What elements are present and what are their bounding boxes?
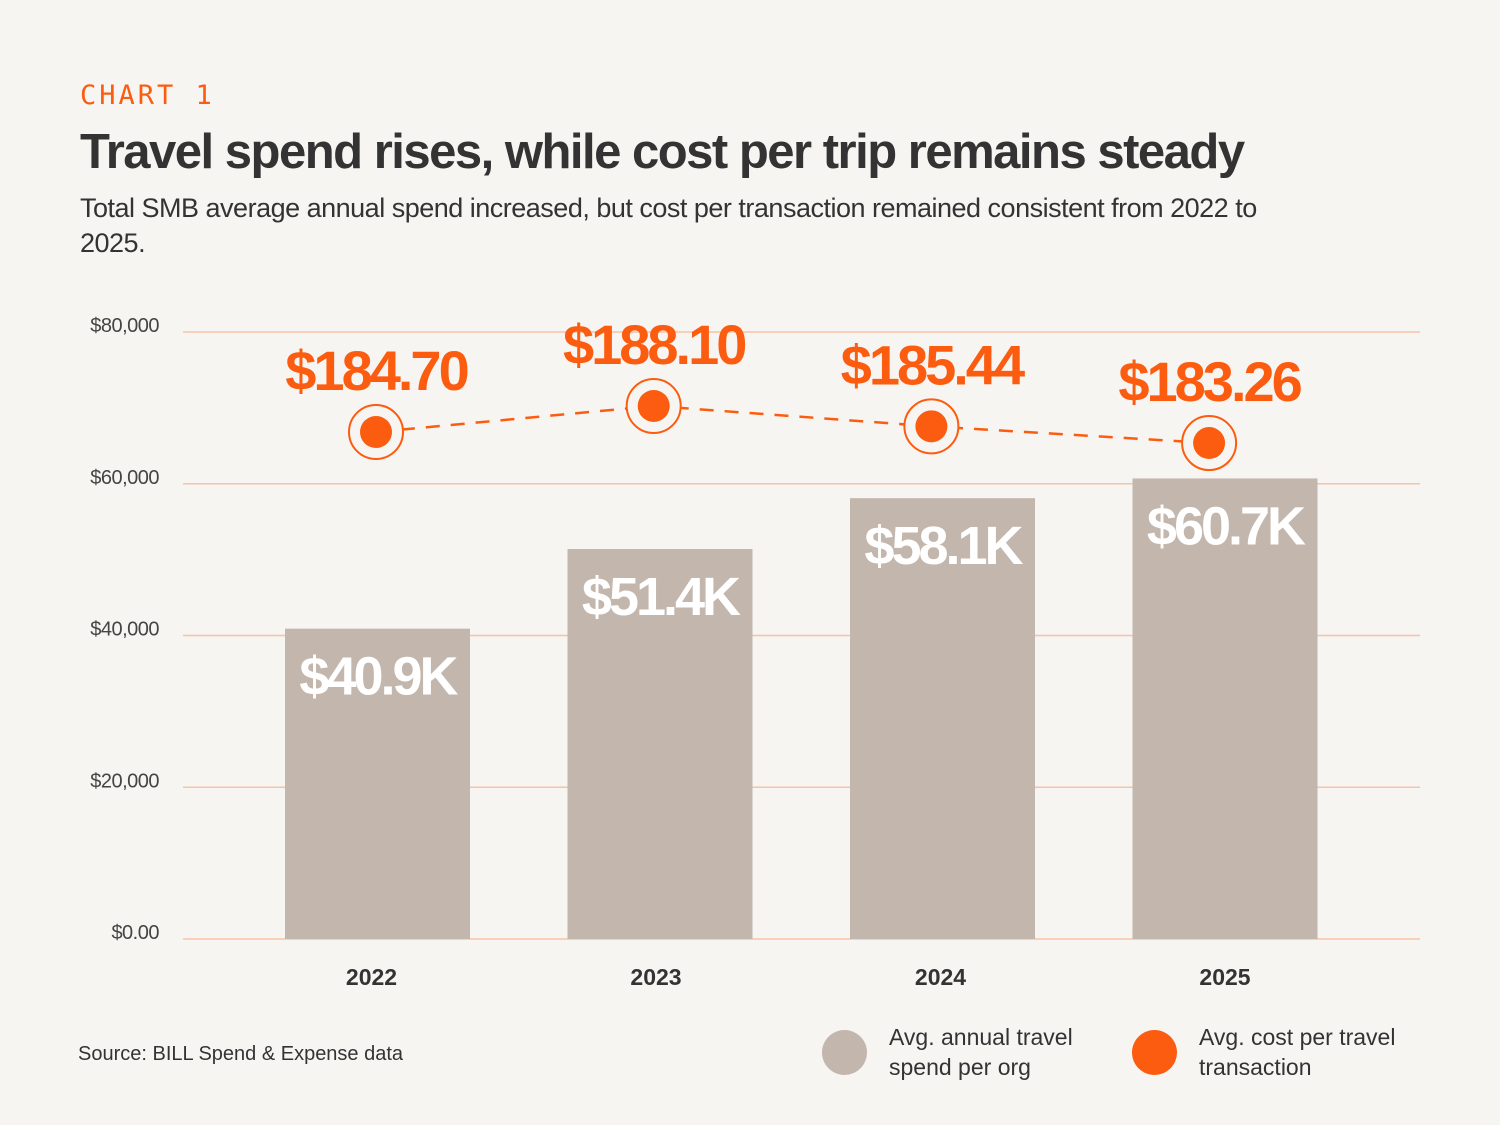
y-tick-label: $80,000 — [90, 315, 159, 337]
y-tick-label: $60,000 — [90, 467, 159, 489]
x-tick-label: 2025 — [1199, 964, 1250, 990]
cost-point — [1193, 427, 1226, 460]
y-tick-label: $40,000 — [90, 619, 159, 641]
cost-point — [360, 416, 392, 448]
bar — [285, 628, 470, 939]
cost-line — [375, 404, 1210, 445]
cost-value-label: $188.10 — [563, 313, 745, 376]
x-tick-label: 2023 — [630, 964, 681, 990]
x-tick-label: 2024 — [915, 964, 966, 990]
chart-subtitle: Total SMB average annual spend increased… — [80, 193, 1257, 258]
cost-point — [637, 389, 670, 422]
legend-swatch-cost — [1132, 1029, 1177, 1075]
legend-item-cost: Avg. cost per travel transaction — [1132, 1022, 1409, 1082]
y-tick-label: $20,000 — [90, 770, 159, 792]
chart-title: Travel spend rises, while cost per trip … — [80, 125, 1245, 179]
cost-value-label: $185.44 — [841, 333, 1025, 396]
y-tick-label: $0.00 — [111, 922, 159, 944]
bar-value-label: $51.4K — [582, 567, 741, 627]
bar — [567, 549, 753, 939]
bar — [850, 498, 1035, 939]
source-note: Source: BILL Spend & Expense data — [78, 1043, 404, 1065]
legend-swatch-spend — [822, 1029, 867, 1075]
bar — [1132, 478, 1318, 939]
chart-kicker: CHART 1 — [80, 80, 215, 111]
legend-item-spend: Avg. annual travel spend per org — [822, 1022, 1099, 1082]
bar-value-label: $40.9K — [299, 647, 458, 707]
legend-label: Avg. annual travel spend per org — [889, 1024, 1073, 1080]
cost-value-label: $184.70 — [285, 339, 467, 402]
cost-value-label: $183.26 — [1118, 350, 1301, 413]
bar-value-label: $58.1K — [864, 516, 1023, 576]
bar-value-label: $60.7K — [1147, 496, 1306, 556]
cost-point — [915, 410, 948, 443]
x-tick-label: 2022 — [346, 964, 397, 990]
legend-label: Avg. cost per travel transaction — [1199, 1024, 1396, 1080]
